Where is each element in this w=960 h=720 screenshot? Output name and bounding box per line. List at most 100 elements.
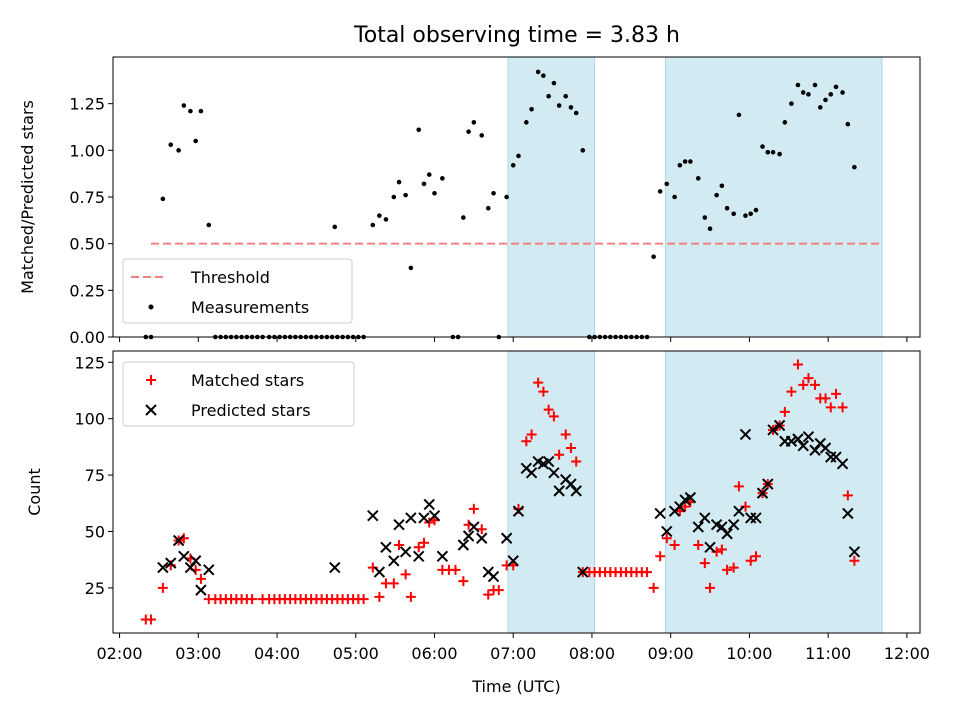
count-panel: 25 50 75 100 125 02:00 03:00 04:00 05:00 06:00 07:… bbox=[25, 350, 930, 696]
data-point bbox=[165, 557, 177, 569]
data-point bbox=[403, 192, 408, 198]
data-point bbox=[548, 467, 560, 479]
observing-window bbox=[664, 56, 883, 338]
data-point bbox=[849, 555, 860, 566]
data-point bbox=[792, 433, 804, 445]
data-point bbox=[421, 181, 427, 187]
data-point bbox=[524, 120, 529, 125]
series-predicted-stars bbox=[157, 419, 861, 596]
x-tick-label: 02:00 bbox=[97, 644, 143, 663]
x-tick-label: 04:00 bbox=[254, 644, 300, 663]
data-point bbox=[405, 512, 417, 524]
data-point bbox=[510, 162, 516, 168]
data-point bbox=[188, 108, 193, 114]
legend-label: Threshold bbox=[190, 268, 270, 287]
data-point bbox=[722, 564, 733, 575]
data-point bbox=[573, 110, 579, 116]
data-point bbox=[493, 585, 504, 596]
data-point bbox=[714, 192, 719, 198]
data-point bbox=[655, 551, 666, 562]
x-tick-label: 07:00 bbox=[490, 644, 536, 663]
data-point bbox=[817, 105, 823, 110]
data-point bbox=[195, 573, 206, 584]
data-point bbox=[836, 458, 849, 470]
data-point bbox=[554, 449, 565, 460]
data-point bbox=[176, 148, 181, 153]
data-point bbox=[716, 521, 728, 533]
data-point bbox=[767, 424, 779, 436]
data-point bbox=[580, 148, 586, 153]
data-point bbox=[551, 80, 557, 86]
data-point bbox=[546, 93, 551, 99]
data-point bbox=[803, 373, 814, 384]
data-point bbox=[657, 189, 663, 194]
data-point bbox=[719, 183, 725, 189]
data-point bbox=[157, 582, 168, 593]
data-point bbox=[651, 254, 656, 260]
data-point bbox=[745, 512, 757, 524]
data-point bbox=[721, 528, 733, 540]
legend-handle-measurements bbox=[148, 304, 154, 310]
data-point bbox=[762, 478, 774, 490]
data-point bbox=[391, 194, 397, 200]
data-point bbox=[388, 578, 399, 589]
data-point bbox=[181, 103, 187, 108]
data-point bbox=[168, 142, 174, 148]
y-axis-label: Matched/Predicted stars bbox=[18, 100, 37, 294]
x-tick-label: 03:00 bbox=[175, 644, 221, 663]
x-tick-label: 10:00 bbox=[726, 644, 772, 663]
data-point bbox=[810, 379, 821, 390]
data-point bbox=[533, 377, 544, 388]
data-point bbox=[206, 222, 212, 228]
ratio-panel: 0.00 0.25 0.50 0.75 1.00 1.25 Matched/Predicte… bbox=[18, 56, 921, 347]
data-point bbox=[178, 550, 190, 563]
data-point bbox=[704, 541, 716, 553]
data-point bbox=[436, 550, 449, 563]
data-point bbox=[823, 97, 828, 103]
data-point bbox=[468, 503, 479, 514]
data-point bbox=[756, 487, 769, 499]
legend: Threshold Measurements bbox=[122, 258, 353, 324]
y-tick-label: 50 bbox=[85, 522, 105, 541]
data-point bbox=[512, 505, 525, 517]
data-point bbox=[806, 92, 811, 97]
data-point bbox=[461, 215, 466, 220]
data-point bbox=[450, 564, 461, 575]
data-point bbox=[485, 205, 491, 211]
data-point bbox=[160, 196, 166, 202]
data-point bbox=[727, 519, 740, 531]
data-point bbox=[570, 485, 582, 497]
data-point bbox=[825, 451, 837, 463]
data-point bbox=[661, 533, 672, 544]
data-point bbox=[770, 149, 776, 155]
data-point bbox=[848, 546, 861, 558]
data-point bbox=[516, 153, 521, 159]
data-point bbox=[556, 103, 562, 108]
data-point bbox=[548, 411, 559, 422]
data-point bbox=[693, 540, 704, 551]
y-tick-label: 0.75 bbox=[69, 188, 105, 207]
data-point bbox=[466, 129, 471, 134]
data-point bbox=[828, 92, 834, 97]
data-point bbox=[367, 509, 379, 522]
data-point bbox=[782, 120, 788, 125]
x-tick-label: 11:00 bbox=[805, 644, 851, 663]
legend-box bbox=[122, 361, 355, 427]
legend-handle-matched bbox=[146, 375, 156, 385]
data-point bbox=[247, 594, 258, 605]
data-point bbox=[195, 584, 207, 596]
data-point bbox=[724, 205, 730, 211]
data-point bbox=[525, 467, 538, 479]
data-point bbox=[332, 224, 338, 230]
data-point bbox=[819, 442, 832, 454]
data-point bbox=[699, 558, 710, 569]
data-point bbox=[680, 501, 691, 512]
x-tick-label: 09:00 bbox=[648, 644, 694, 663]
data-point bbox=[408, 265, 414, 271]
observing-window bbox=[664, 350, 883, 634]
data-point bbox=[172, 534, 185, 547]
data-point bbox=[777, 151, 782, 157]
data-point bbox=[695, 176, 701, 181]
data-point bbox=[388, 555, 400, 567]
data-point bbox=[184, 561, 197, 574]
